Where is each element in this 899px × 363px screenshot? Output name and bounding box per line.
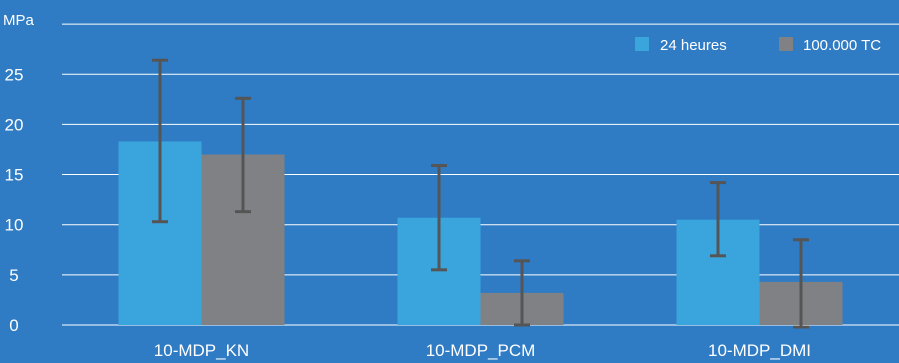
x-tick-label: 10-MDP_KN [154, 341, 249, 360]
x-axis: 10-MDP_KN 10-MDP_PCM 10-MDP_DMI [154, 341, 811, 360]
y-axis: MPa 0 5 10 15 20 25 [3, 12, 35, 335]
x-tick-label: 10-MDP_DMI [708, 341, 811, 360]
x-tick-label: 10-MDP_PCM [426, 341, 536, 360]
y-tick-label: 10 [5, 216, 24, 235]
y-tick-label: 5 [9, 266, 18, 285]
legend-label: 100.000 TC [803, 37, 881, 54]
legend-swatch [635, 37, 649, 51]
legend-swatch [779, 37, 793, 51]
error-bars-layer [152, 58, 809, 329]
legend-label: 24 heures [660, 37, 727, 54]
bars-layer [118, 141, 843, 325]
y-tick-label: 0 [9, 316, 18, 335]
y-tick-label: 15 [5, 166, 24, 185]
legend: 24 heures 100.000 TC [635, 37, 881, 54]
y-tick-label: 20 [5, 115, 24, 134]
y-axis-label: MPa [3, 12, 35, 29]
y-tick-label: 25 [5, 65, 24, 84]
